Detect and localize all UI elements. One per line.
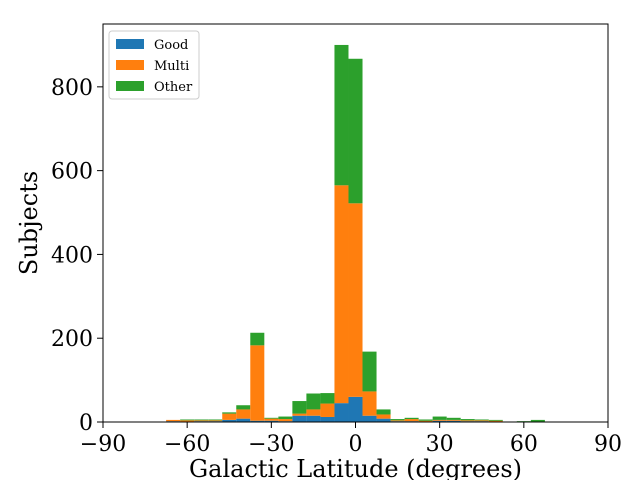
bar-other-4 bbox=[222, 412, 237, 414]
bar-other-22 bbox=[474, 419, 489, 421]
x-axis-label: Galactic Latitude (degrees) bbox=[189, 455, 522, 480]
x-tick-label: 90 bbox=[594, 432, 622, 457]
bar-good-20 bbox=[446, 420, 461, 422]
x-tick-label: −60 bbox=[164, 432, 210, 457]
bar-multi-8 bbox=[278, 419, 293, 422]
bar-multi-20 bbox=[446, 419, 461, 421]
bar-multi-4 bbox=[222, 413, 237, 420]
bar-multi-9 bbox=[292, 413, 307, 416]
legend-label-multi: Multi bbox=[154, 59, 189, 74]
y-tick-label: 200 bbox=[51, 327, 93, 352]
bar-multi-6 bbox=[250, 345, 265, 421]
bar-other-12 bbox=[334, 44, 349, 186]
bar-other-3 bbox=[208, 419, 223, 421]
bar-other-20 bbox=[446, 417, 461, 420]
bar-good-7 bbox=[264, 420, 279, 422]
legend-label-good: Good bbox=[154, 38, 188, 53]
y-tick-label: 400 bbox=[51, 243, 93, 268]
bars-group bbox=[166, 44, 545, 422]
bar-multi-18 bbox=[418, 420, 433, 422]
legend: Good Multi Other bbox=[108, 30, 200, 100]
bar-good-19 bbox=[432, 420, 447, 422]
bar-multi-21 bbox=[460, 420, 475, 422]
bar-multi-15 bbox=[376, 414, 391, 419]
bar-other-8 bbox=[278, 416, 293, 420]
bar-good-14 bbox=[362, 415, 377, 422]
y-tick-label: 0 bbox=[79, 411, 93, 436]
bar-other-5 bbox=[236, 405, 251, 410]
bar-multi-1 bbox=[180, 420, 195, 422]
y-tick-label: 800 bbox=[51, 76, 93, 101]
bar-other-15 bbox=[376, 409, 391, 415]
bar-multi-5 bbox=[236, 409, 251, 419]
bar-other-18 bbox=[418, 419, 433, 421]
bar-multi-11 bbox=[320, 403, 335, 417]
bar-multi-16 bbox=[390, 420, 405, 422]
bar-multi-2 bbox=[194, 420, 209, 422]
bar-other-14 bbox=[362, 351, 377, 392]
legend-swatch-good bbox=[116, 39, 144, 49]
bar-good-6 bbox=[250, 420, 265, 422]
bar-multi-3 bbox=[208, 420, 223, 422]
bar-good-9 bbox=[292, 415, 307, 422]
bar-multi-10 bbox=[306, 409, 321, 416]
legend-label-other: Other bbox=[154, 80, 193, 95]
bar-good-4 bbox=[222, 419, 237, 422]
bar-good-10 bbox=[306, 415, 321, 422]
bar-multi-13 bbox=[348, 203, 363, 397]
bar-multi-17 bbox=[404, 419, 419, 422]
bar-other-13 bbox=[348, 58, 363, 204]
bar-good-15 bbox=[376, 418, 391, 422]
x-tick-label: 60 bbox=[510, 432, 538, 457]
bar-other-2 bbox=[194, 419, 209, 421]
x-axis-ticks: −90 −60 −30 0 30 60 90 bbox=[80, 422, 622, 457]
bar-good-5 bbox=[236, 418, 251, 422]
bar-other-7 bbox=[264, 417, 279, 419]
bar-other-17 bbox=[404, 417, 419, 420]
bar-good-12 bbox=[334, 403, 349, 422]
x-tick-label: 30 bbox=[426, 432, 454, 457]
bar-multi-22 bbox=[474, 420, 489, 422]
bar-other-16 bbox=[390, 419, 405, 421]
bar-other-21 bbox=[460, 419, 475, 421]
bar-multi-19 bbox=[432, 419, 447, 421]
bar-good-11 bbox=[320, 416, 335, 422]
bar-other-19 bbox=[432, 416, 447, 420]
bar-multi-14 bbox=[362, 391, 377, 416]
bar-multi-12 bbox=[334, 185, 349, 404]
y-axis-label: Subjects bbox=[15, 171, 43, 275]
bar-other-6 bbox=[250, 332, 265, 346]
legend-swatch-multi bbox=[116, 60, 144, 70]
bar-other-26 bbox=[530, 419, 545, 422]
bar-other-11 bbox=[320, 393, 335, 404]
x-tick-label: 0 bbox=[349, 432, 363, 457]
x-tick-label: −90 bbox=[80, 432, 126, 457]
bar-multi-7 bbox=[264, 418, 279, 421]
bar-good-13 bbox=[348, 396, 363, 422]
y-tick-label: 600 bbox=[51, 160, 93, 185]
legend-swatch-other bbox=[116, 81, 144, 91]
bar-other-10 bbox=[306, 393, 321, 410]
bar-other-9 bbox=[292, 401, 307, 414]
bar-multi-23 bbox=[488, 420, 503, 422]
bar-multi-0 bbox=[166, 419, 181, 422]
x-tick-label: −30 bbox=[248, 432, 294, 457]
bar-other-1 bbox=[180, 419, 195, 421]
y-axis-ticks: 0 200 400 600 800 bbox=[51, 76, 103, 436]
bar-other-23 bbox=[488, 419, 503, 421]
